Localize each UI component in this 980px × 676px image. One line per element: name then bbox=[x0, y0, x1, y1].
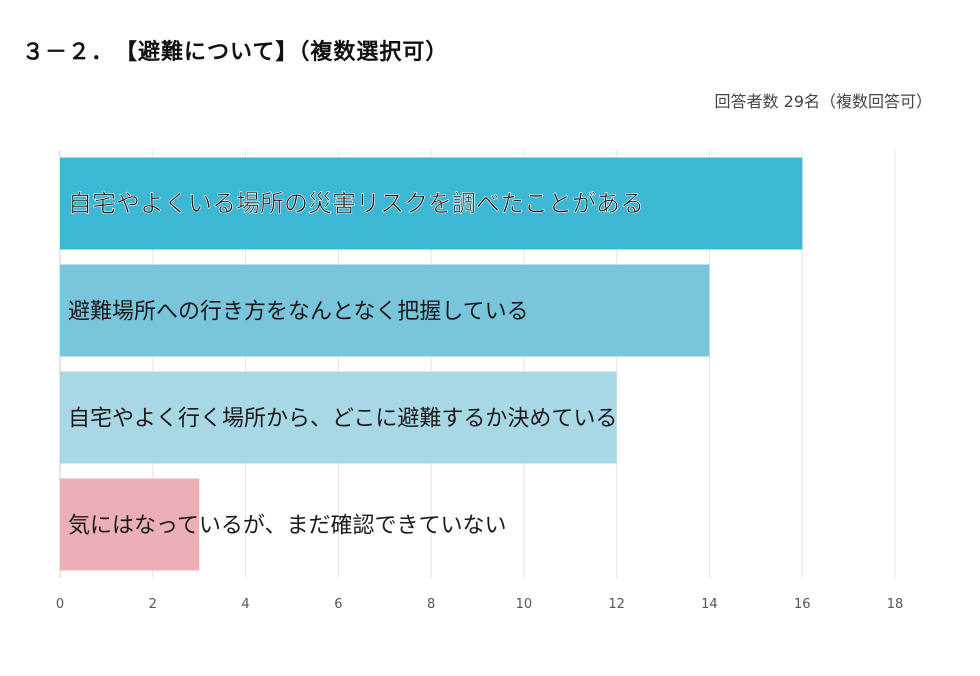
bar-label: 気にはなっているが、まだ確認できていない bbox=[68, 514, 506, 539]
x-tick-label: 18 bbox=[887, 597, 904, 612]
bar-label: 自宅やよくいる場所の災害リスクを調べたことがある bbox=[68, 190, 644, 218]
x-tick-label: 16 bbox=[794, 597, 811, 612]
x-tick-label: 4 bbox=[241, 597, 249, 612]
bar-label: 避難場所への行き方をなんとなく把握している bbox=[68, 300, 529, 325]
x-tick-label: 0 bbox=[56, 597, 64, 612]
x-tick-label: 6 bbox=[334, 597, 342, 612]
x-tick-label: 14 bbox=[701, 597, 718, 612]
bar bbox=[60, 157, 803, 250]
bar-labels: 自宅やよくいる場所の災害リスクを調べたことがある避難場所への行き方をなんとなく把… bbox=[68, 189, 645, 539]
bars bbox=[60, 157, 803, 571]
bar bbox=[60, 264, 710, 357]
x-tick-label: 10 bbox=[516, 597, 533, 612]
x-tick-labels: 0 2 4 6 8 10 12 14 16 18 bbox=[56, 597, 903, 612]
bar bbox=[60, 478, 200, 571]
page-title: ３－２． 【避難について】（複数選択可） bbox=[22, 40, 449, 65]
respondent-note: 回答者数 29名（複数回答可） bbox=[714, 92, 932, 111]
bar-label: 自宅やよく行く場所から、どこに避難するか決めている bbox=[68, 407, 617, 432]
x-tick-label: 8 bbox=[427, 597, 435, 612]
bar bbox=[60, 371, 617, 464]
x-tick-label: 12 bbox=[608, 597, 625, 612]
x-tick-label: 2 bbox=[149, 597, 157, 612]
